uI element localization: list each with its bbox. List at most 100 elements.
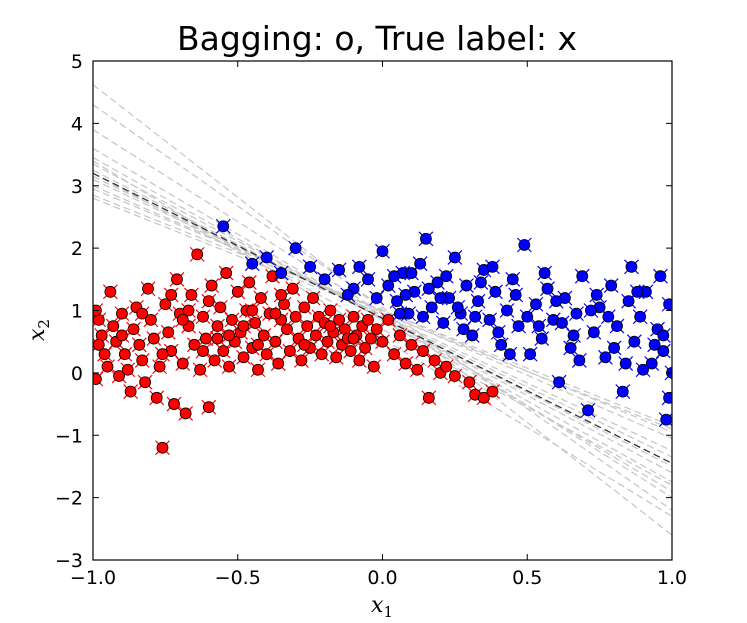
data-point: [470, 293, 486, 309]
bagging-o-marker: [645, 357, 658, 370]
data-point: [447, 250, 463, 265]
data-point: [658, 412, 672, 428]
data-point: [273, 287, 289, 303]
bagging-o-marker: [486, 385, 499, 398]
bagging-o-marker: [530, 298, 542, 311]
bagging-o-marker: [405, 267, 418, 279]
bagging-o-marker: [634, 310, 647, 323]
data-point: [534, 331, 550, 346]
y-tick-label: 5: [71, 51, 83, 73]
data-point: [97, 346, 113, 362]
bagging-o-marker: [570, 307, 583, 320]
data-point: [603, 278, 619, 293]
y-tick-label: 0: [71, 363, 83, 385]
data-point: [250, 362, 266, 378]
data-point: [360, 271, 376, 287]
data-point: [485, 384, 500, 400]
bagging-o-marker: [150, 391, 163, 404]
bagging-o-marker: [477, 391, 490, 404]
bagging-o-marker: [463, 376, 476, 389]
bagging-o-marker: [532, 320, 545, 332]
bagging-o-marker: [144, 313, 157, 326]
bagging-o-marker: [318, 273, 331, 286]
y-tick-label: −2: [55, 488, 83, 510]
bagging-o-marker: [194, 363, 207, 376]
bagging-o-marker: [347, 332, 360, 345]
bagging-o-marker: [289, 242, 302, 255]
data-point: [221, 328, 237, 343]
data-point: [606, 340, 622, 356]
bagged-boundary-line: [93, 175, 672, 458]
data-point: [137, 374, 153, 390]
bagging-o-marker: [376, 335, 389, 348]
data-point: [253, 290, 269, 306]
data-point: [224, 312, 240, 328]
bagging-o-marker: [104, 285, 117, 298]
data-points: [93, 218, 672, 456]
data-point: [661, 296, 672, 312]
data-point: [169, 271, 185, 287]
bagging-o-marker: [211, 332, 224, 345]
bagging-o-marker: [136, 307, 149, 320]
bagging-o-marker: [124, 385, 137, 398]
bagging-o-marker: [370, 323, 383, 336]
data-point: [282, 343, 298, 359]
bagging-o-marker: [168, 398, 180, 410]
data-point: [392, 328, 408, 343]
data-point: [583, 303, 599, 318]
bagging-o-marker: [637, 363, 649, 376]
bagging-o-marker: [538, 267, 551, 279]
data-point: [331, 262, 347, 278]
bagging-o-marker: [550, 295, 563, 308]
bagging-o-marker: [171, 273, 183, 286]
bagging-o-marker: [182, 304, 195, 317]
bagging-o-marker: [451, 301, 464, 314]
data-point: [218, 265, 234, 281]
x-axis-label: x1: [371, 593, 393, 621]
bagging-o-marker: [503, 348, 516, 361]
data-point: [201, 293, 217, 309]
bagging-o-marker: [252, 363, 264, 376]
bagging-o-marker: [553, 376, 565, 389]
bagging-o-marker: [341, 289, 354, 301]
data-point: [415, 309, 431, 325]
bagging-o-marker: [521, 310, 534, 323]
bagging-o-marker: [501, 304, 513, 317]
bagging-o-marker: [422, 391, 435, 404]
bagging-o-marker: [246, 257, 259, 270]
data-point: [221, 359, 237, 375]
data-point: [270, 356, 286, 371]
chart-title: Bagging: o, True label: x: [177, 19, 577, 58]
bagging-o-marker: [564, 342, 577, 354]
data-point: [93, 337, 107, 353]
data-point: [302, 259, 318, 275]
data-point: [447, 368, 463, 384]
y-tick-label: 3: [71, 176, 83, 198]
bagging-o-marker: [197, 310, 209, 323]
data-point: [392, 306, 408, 322]
bagging-o-marker: [388, 270, 400, 283]
data-point: [531, 318, 547, 334]
data-point: [247, 315, 263, 331]
data-point: [398, 356, 414, 371]
bagging-o-marker: [590, 289, 603, 301]
data-point: [490, 324, 506, 340]
bagging-o-marker: [657, 345, 670, 357]
bagging-o-marker: [159, 298, 172, 311]
data-point: [557, 290, 573, 306]
bagging-o-marker: [631, 285, 644, 298]
data-point: [267, 306, 283, 322]
data-point: [305, 290, 321, 306]
data-point: [236, 318, 251, 334]
data-point: [102, 284, 118, 300]
bagging-o-marker: [466, 329, 479, 342]
bagging-o-marker: [388, 348, 400, 361]
data-point: [149, 390, 165, 406]
bagging-o-marker: [272, 357, 285, 370]
data-point: [328, 349, 344, 365]
x-tick-label: −1.0: [70, 567, 116, 589]
bagging-o-marker: [489, 285, 502, 298]
bagging-o-marker: [475, 276, 487, 289]
bagging-o-marker: [362, 273, 374, 286]
